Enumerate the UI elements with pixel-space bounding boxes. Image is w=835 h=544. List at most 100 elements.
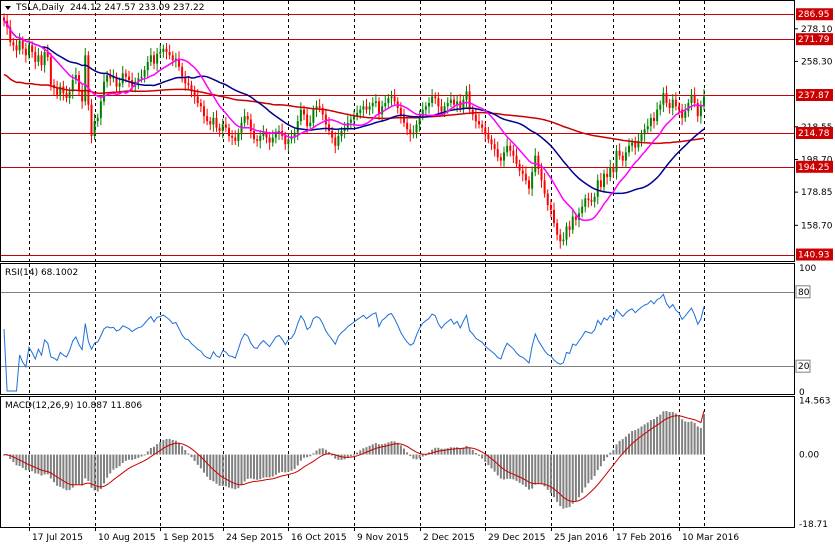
macd-bar	[474, 452, 477, 455]
macd-bar	[249, 454, 252, 479]
price-tag	[796, 89, 833, 102]
macd-bar	[396, 442, 399, 455]
macd-bar	[81, 454, 84, 486]
macd-bar	[93, 454, 96, 491]
candle-body	[528, 180, 530, 189]
candle-body	[246, 116, 249, 120]
candle-body	[149, 55, 152, 62]
macd-bar	[703, 414, 705, 455]
macd-bar	[43, 454, 46, 475]
candle-body	[496, 149, 499, 158]
chevron-down-icon[interactable]	[5, 6, 11, 10]
candle-body	[262, 132, 265, 136]
macd-pane[interactable]	[0, 396, 795, 528]
candle-body	[96, 117, 99, 122]
macd-bar	[681, 419, 684, 455]
macd-bar	[381, 444, 384, 455]
candle-body	[678, 106, 680, 110]
candle-body	[46, 52, 49, 57]
date-label: 2 Dec 2015	[423, 533, 475, 543]
rsi-pane[interactable]	[0, 263, 795, 395]
price-tag	[796, 127, 833, 140]
candle-body	[162, 48, 165, 53]
candle-body	[646, 126, 649, 130]
price-axis: 286.95278.10271.79258.30237.87218.55214.…	[794, 8, 833, 530]
macd-bar	[384, 443, 387, 455]
macd-bar	[96, 454, 99, 492]
candle-body	[109, 75, 112, 79]
horizontal-levels	[1, 14, 794, 256]
macd-bar	[159, 441, 162, 455]
macd-signal-line	[3, 410, 705, 503]
candle-body	[456, 101, 459, 105]
candle-body	[181, 66, 184, 77]
date-label: 29 Dec 2015	[488, 533, 546, 543]
candle-body	[415, 124, 418, 133]
candle-body	[674, 99, 677, 107]
macd-bar	[90, 454, 93, 488]
candle-body	[331, 131, 334, 138]
macd-bar	[37, 454, 40, 474]
candle-body	[74, 75, 77, 80]
macd-bar	[546, 454, 549, 490]
macd-bar	[584, 454, 587, 488]
price-tag	[796, 160, 833, 173]
macd-bar	[153, 446, 155, 455]
macd-bar	[596, 454, 599, 470]
candle-body	[631, 142, 634, 146]
macd-bar	[684, 421, 687, 455]
candle-body	[606, 173, 609, 178]
candle-body	[59, 86, 62, 95]
macd-tick-label: 0.00	[799, 451, 819, 461]
macd-bar	[337, 454, 340, 460]
macd-bar	[259, 454, 262, 480]
macd-bar	[665, 411, 668, 455]
macd-bar	[646, 422, 649, 455]
macd-bar	[446, 448, 449, 455]
macd-bar	[409, 454, 412, 457]
macd-bar	[340, 454, 343, 460]
macd-bar	[312, 453, 315, 455]
macd-bar	[162, 439, 165, 455]
candle-body	[378, 101, 380, 115]
macd-bar	[62, 454, 65, 489]
candle-body	[299, 109, 302, 122]
candle-body	[371, 103, 374, 107]
candle-body	[209, 121, 212, 125]
macd-bar	[699, 427, 702, 455]
macd-bar	[634, 430, 637, 455]
candle-body	[231, 135, 234, 138]
candle-body	[421, 109, 424, 117]
date-label: 1 Sep 2015	[163, 533, 214, 543]
macd-bar	[687, 422, 690, 455]
macd-bar	[234, 454, 237, 490]
candle-body	[565, 226, 568, 240]
macd-bar	[9, 454, 12, 460]
macd-bar	[478, 454, 480, 456]
date-label: 25 Jan 2016	[554, 533, 608, 543]
candle-body	[390, 96, 393, 99]
rsi-line	[1, 292, 794, 392]
macd-bar	[115, 454, 118, 469]
macd-bar	[296, 454, 299, 466]
candle-body	[549, 205, 552, 210]
macd-bar	[493, 454, 496, 472]
date-label: 24 Sep 2015	[226, 533, 283, 543]
macd-bar	[506, 454, 509, 479]
candle-body	[437, 98, 440, 107]
macd-bar	[690, 421, 693, 455]
candle-body	[306, 114, 309, 127]
macd-bar	[318, 448, 321, 455]
candle-body	[559, 234, 562, 242]
candle-body	[296, 121, 299, 133]
macd-bar	[593, 454, 596, 476]
macd-bar	[15, 454, 18, 466]
candle-body	[140, 76, 143, 79]
candle-body	[178, 58, 180, 67]
macd-bar	[293, 454, 296, 469]
candle-body	[659, 104, 662, 110]
macd-bar	[171, 440, 174, 455]
candle-body	[624, 152, 627, 161]
macd-bar	[412, 454, 415, 459]
